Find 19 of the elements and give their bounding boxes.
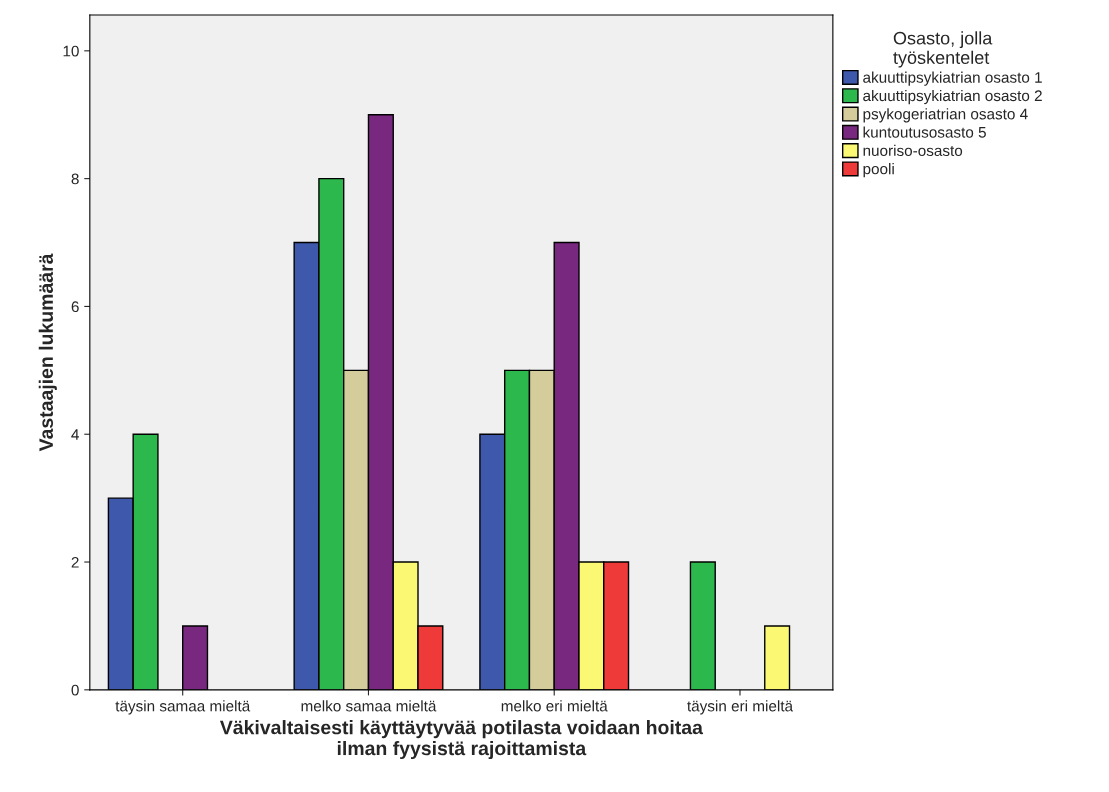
legend-label: kuntoutusosasto 5 [863,126,986,138]
legend-label: akuuttipsykiatrian osasto 2 [863,89,1042,105]
y-tick-label: 8 [71,173,79,185]
legend-label: pooli [863,163,894,178]
y-tick-label: 0 [71,684,79,696]
y-tick-label: 2 [71,556,79,568]
x-tick-label: täysin samaa mieltä [115,700,251,715]
y-axis-title: Vastaajien lukumäärä [38,253,57,452]
legend-label: nuoriso-osasto [863,144,963,157]
y-tick-label: 10 [63,45,79,57]
y-tick-label: 6 [71,301,79,313]
legend-label: psykogeriatrian osasto 4 [863,108,1028,123]
y-tick-label: 4 [71,429,79,440]
x-tick-label: melko samaa mieltä [301,700,437,712]
x-axis-title: Väkivaltaisesti käyttäytyvää potilasta voidaan hoitaa ilman fyysistä rajoittamista [219,720,704,760]
legend-title: Osasto, jolla työskentelet [893,31,993,68]
legend-label: akuuttipsykiatrian osasto 1 [863,71,1042,86]
x-tick-label: täysin eri mieltä [687,700,794,715]
x-tick-label: melko eri mieltä [501,700,608,712]
